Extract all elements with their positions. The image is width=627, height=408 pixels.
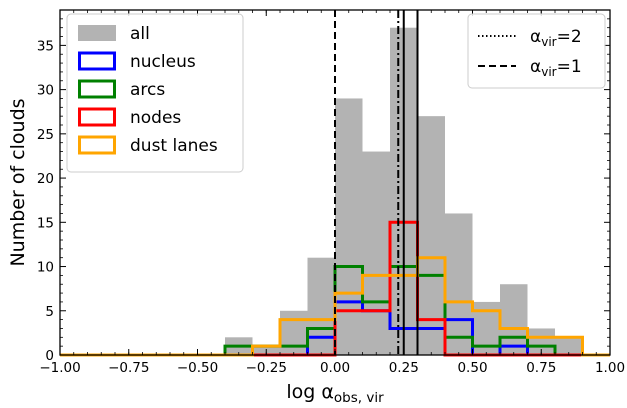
bar-all [445,213,473,355]
legend-line-label: αvir=1 [530,57,582,79]
legend-lines: αvir=2 αvir=1 [467,13,606,89]
vertical-lines [334,10,419,355]
bar-all [307,257,335,355]
legend-swatch [78,25,116,41]
y-tick-label: 0 [45,348,54,364]
legend-swatch [78,135,116,155]
legend-line-label: αvir=2 [530,27,582,49]
legend-series: all nucleus arcs nodes dust lanes [66,13,244,173]
all-bars [225,27,583,356]
x-tick-label: 0.75 [526,360,556,376]
x-tick-label: 1.00 [595,360,625,376]
x-axis-label: log αobs, vir [286,381,384,406]
y-tick-label: 5 [45,304,54,320]
legend-label: all [130,24,150,44]
bar-all [362,151,390,355]
x-tick-label: −1.00 [39,360,80,376]
y-tick-label: 15 [37,215,54,231]
legend-label: dust lanes [130,136,218,156]
x-tick-label: −0.25 [246,360,287,376]
bar-all [500,284,528,355]
legend-box-lines [467,13,606,89]
legend-swatch [78,79,116,99]
x-tick-label: −0.50 [177,360,218,376]
x-tick-label: 0.25 [389,360,419,376]
x-axis-label-main: log α [286,381,334,403]
y-axis: 0 5 10 15 20 25 30 35 [37,9,610,364]
legend-swatch [78,107,116,127]
bar-all [555,337,583,355]
x-axis: −1.00 −0.75 −0.50 −0.25 0.00 0.25 0.50 0.75 1.00 [39,10,625,376]
y-axis-label: Number of clouds [7,98,29,266]
bar-all [417,116,445,356]
legend-label: nucleus [130,52,196,72]
x-axis-label-sub: obs, vir [334,390,384,406]
bar-all [280,310,308,355]
legend-label: nodes [130,108,181,128]
legend-label: arcs [130,80,165,100]
legend-swatch [78,51,116,71]
y-tick-label: 20 [37,171,54,187]
y-tick-label: 35 [37,38,54,54]
y-tick-label: 10 [37,260,54,276]
bar-all [335,98,363,355]
y-tick-label: 25 [37,127,54,143]
x-tick-label: 0.00 [320,360,350,376]
y-tick-label: 30 [37,83,54,99]
x-tick-label: −0.75 [108,360,149,376]
x-tick-label: 0.50 [457,360,487,376]
